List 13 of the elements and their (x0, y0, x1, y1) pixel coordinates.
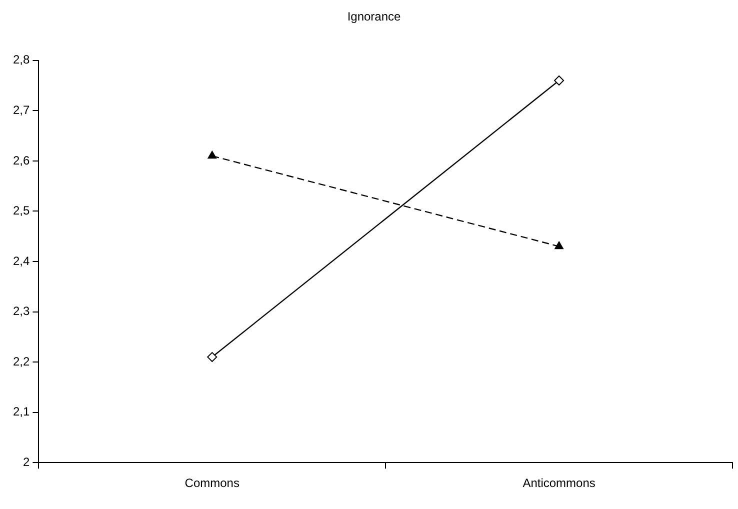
x-tick-label: Anticommons (522, 476, 596, 490)
chart-title: Ignorance (347, 10, 402, 24)
y-tick-label: 2,7 (12, 102, 30, 117)
y-tick-label: 2,1 (12, 404, 30, 419)
y-tick-label: 2,5 (12, 204, 30, 218)
y-tick-label: 2,3 (12, 304, 30, 318)
y-tick-label: 2,8 (12, 52, 30, 67)
x-tick-label: Commons (184, 476, 240, 490)
y-tick-label: 2 (22, 454, 30, 469)
y-tick-label: 2,6 (12, 153, 30, 168)
y-tick-label: 2,2 (12, 354, 30, 368)
point (207, 352, 218, 362)
y-tick-label: 2,4 (12, 254, 30, 268)
